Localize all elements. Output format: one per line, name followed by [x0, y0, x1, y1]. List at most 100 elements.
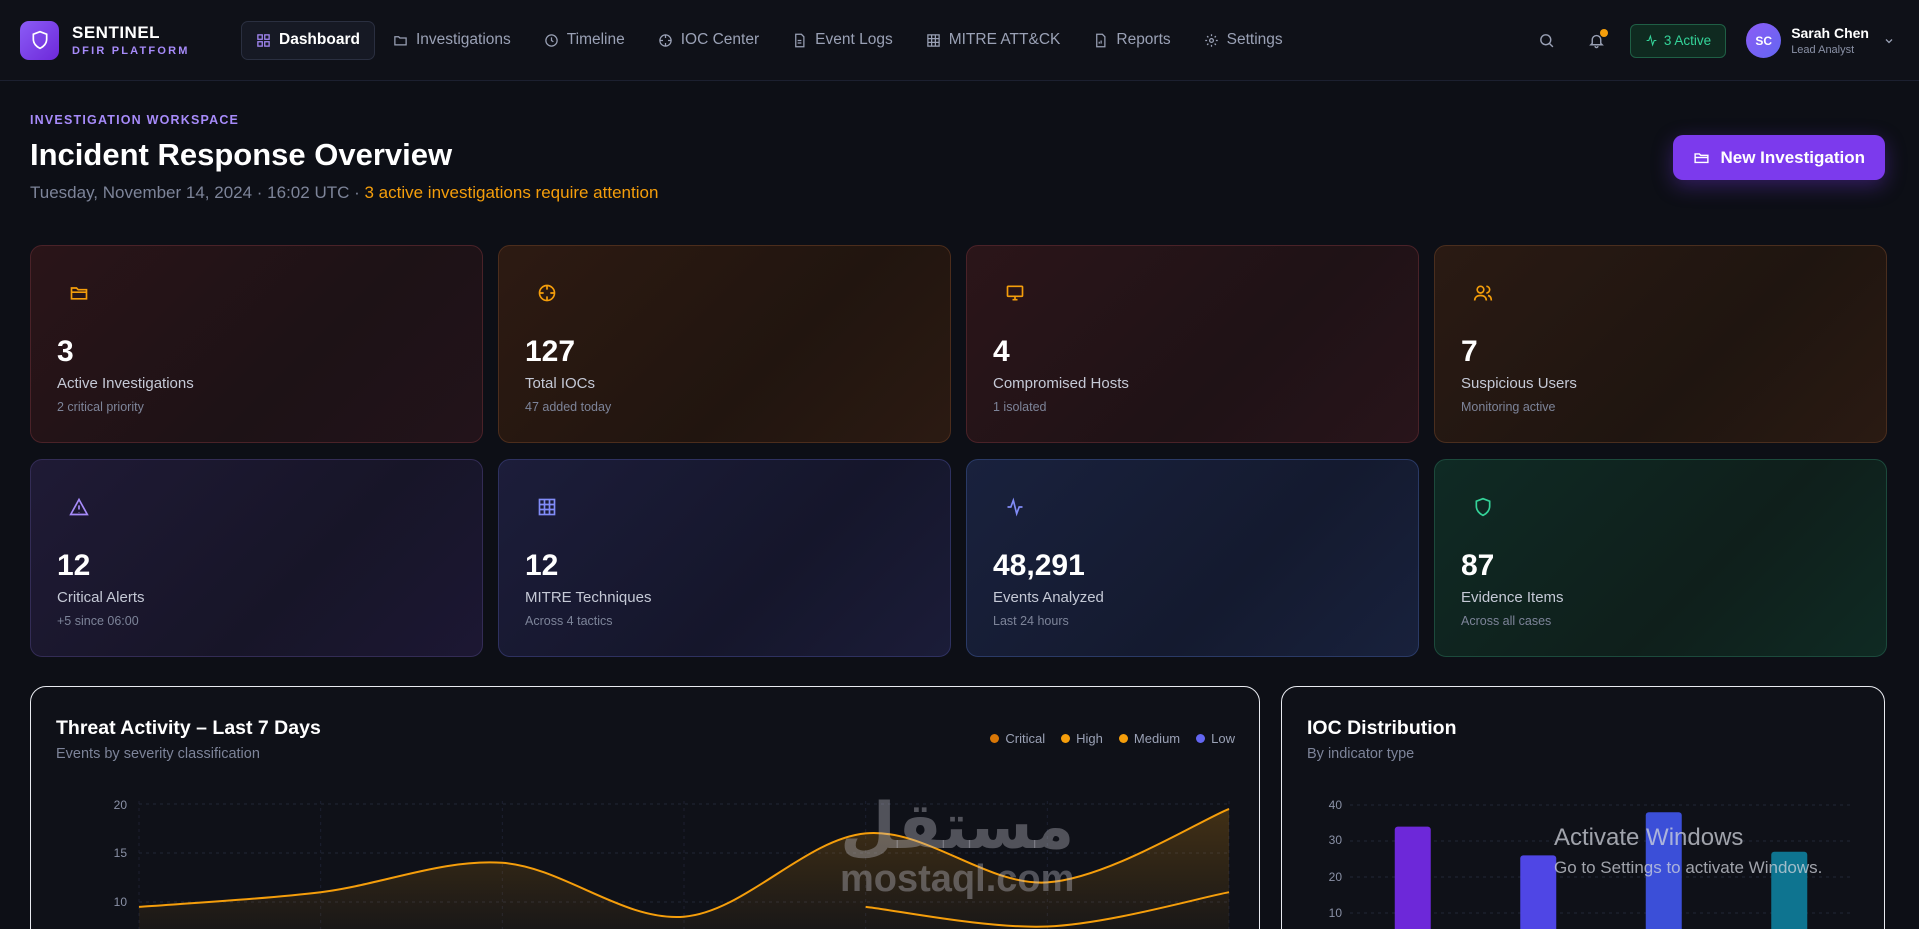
gear-icon	[1204, 33, 1218, 47]
nav-label: Dashboard	[279, 31, 360, 48]
shield-icon	[20, 20, 59, 60]
activation-title: Activate Windows	[1554, 824, 1744, 851]
stat-card-evidence-items[interactable]: 87 Evidence Items Across all cases	[1434, 459, 1887, 657]
shield-icon	[1475, 497, 1491, 517]
document-icon	[795, 33, 805, 47]
user-menu[interactable]: SC Sarah Chen Lead Analyst	[1746, 23, 1895, 58]
activity-icon	[1007, 497, 1023, 517]
y-tick-label: 20	[114, 798, 128, 812]
stat-card-events-analyzed[interactable]: 48,291 Events Analyzed Last 24 hours	[966, 459, 1419, 657]
panel-title: IOC Distribution	[1307, 717, 1457, 739]
y-tick-label: 10	[1329, 906, 1343, 920]
legend-dot	[1196, 734, 1206, 743]
notification-dot	[1599, 28, 1608, 37]
notifications-button[interactable]	[1582, 26, 1612, 56]
series-line-medium	[865, 891, 1230, 928]
stat-sub: Across all cases	[1461, 614, 1552, 628]
search-button[interactable]	[1532, 26, 1562, 56]
nav-label: MITRE ATT&CK	[948, 31, 1061, 48]
new-investigation-button[interactable]: New Investigation	[1673, 135, 1885, 180]
nav-item-investigations[interactable]: Investigations	[378, 21, 526, 60]
nav-label: Timeline	[566, 31, 625, 48]
series-area-high	[139, 808, 1229, 929]
legend-item-high[interactable]: High	[1061, 731, 1103, 746]
panel-subtitle: By indicator type	[1307, 746, 1415, 762]
stat-value: 7	[1461, 335, 1478, 368]
report-icon	[1096, 33, 1106, 47]
nav-item-reports[interactable]: Reports	[1078, 21, 1185, 60]
page-subtitle: Tuesday, November 14, 2024 · 16:02 UTC ·…	[30, 183, 658, 203]
legend-label: High	[1076, 731, 1103, 746]
nav-label: Event Logs	[815, 31, 893, 48]
ioc-distribution-panel: IOC Distribution By indicator type 40 30…	[1281, 686, 1885, 929]
stat-label: Events Analyzed	[993, 589, 1104, 606]
stat-value: 127	[525, 335, 576, 368]
legend-item-medium[interactable]: Medium	[1118, 731, 1181, 746]
monitor-icon	[1006, 285, 1024, 301]
stat-sub: Across 4 tactics	[525, 614, 613, 628]
stat-sub: Last 24 hours	[993, 614, 1069, 628]
stat-card-suspicious-users[interactable]: 7 Suspicious Users Monitoring active	[1434, 245, 1887, 443]
search-icon	[1540, 34, 1554, 48]
stat-sub: 2 critical priority	[57, 400, 144, 414]
stat-value: 12	[525, 549, 559, 582]
legend-item-critical[interactable]: Critical	[990, 731, 1045, 746]
active-count: 3 Active	[1663, 33, 1712, 48]
stat-card-compromised-hosts[interactable]: 4 Compromised Hosts 1 isolated	[966, 245, 1419, 443]
stat-value: 48,291	[993, 549, 1085, 582]
legend-label: Critical	[1005, 731, 1046, 746]
clock-icon	[545, 33, 558, 47]
grid-icon	[538, 498, 556, 516]
new-investigation-label: New Investigation	[1720, 147, 1865, 167]
alert-text[interactable]: 3 active investigations require attentio…	[364, 183, 659, 202]
stat-label: Suspicious Users	[1461, 375, 1577, 392]
stat-value: 3	[57, 335, 74, 368]
nav-item-settings[interactable]: Settings	[1189, 21, 1298, 60]
ioc-distribution-chart: 40 30 20 10	[1329, 798, 1852, 929]
stat-card-total-iocs[interactable]: 127 Total IOCs 47 added today	[498, 245, 951, 443]
legend-dot	[990, 734, 1000, 743]
crosshair-icon	[538, 284, 556, 302]
stat-label: Compromised Hosts	[993, 375, 1129, 392]
brand[interactable]: SENTINEL DFIR PLATFORM	[20, 20, 220, 60]
bar	[1520, 855, 1557, 929]
stat-value: 87	[1461, 549, 1495, 582]
bell-icon	[1589, 34, 1605, 49]
stat-card-mitre-techniques[interactable]: 12 MITRE Techniques Across 4 tactics	[498, 459, 951, 657]
brand-name: SENTINEL	[72, 23, 161, 42]
threat-activity-panel: Threat Activity – Last 7 Days Events by …	[30, 686, 1260, 929]
legend-label: Low	[1211, 731, 1235, 746]
folder-open-icon	[1694, 153, 1710, 164]
legend-item-low[interactable]: Low	[1196, 731, 1235, 746]
grid-icon	[926, 33, 940, 47]
stat-sub: +5 since 06:00	[57, 614, 139, 628]
stat-sub: 1 isolated	[993, 400, 1047, 414]
nav-item-event-logs[interactable]: Event Logs	[777, 21, 908, 60]
stat-card-active-investigations[interactable]: 3 Active Investigations 2 critical prior…	[30, 245, 483, 443]
stat-label: Total IOCs	[525, 375, 596, 392]
activation-body: Go to Settings to activate Windows.	[1554, 858, 1823, 877]
windows-activation-notice: Activate Windows Go to Settings to activ…	[1554, 824, 1822, 878]
nav-label: Reports	[1116, 31, 1171, 48]
main-nav: Dashboard Investigations Timeline IOC Ce…	[241, 20, 1301, 60]
stat-card-critical-alerts[interactable]: 12 Critical Alerts +5 since 06:00	[30, 459, 483, 657]
page-title: Incident Response Overview	[30, 137, 453, 172]
top-navigation-bar: SENTINEL DFIR PLATFORM Dashboard Investi…	[0, 0, 1919, 81]
dashboard-icon	[257, 33, 270, 47]
nav-label: IOC Center	[680, 31, 760, 48]
activity-icon	[1646, 34, 1657, 47]
chart-legend: Critical High Medium Low	[974, 731, 1235, 746]
legend-dot	[1061, 734, 1071, 743]
y-tick-label: 15	[114, 846, 128, 860]
nav-item-timeline[interactable]: Timeline	[529, 21, 640, 60]
legend-label: Medium	[1133, 731, 1181, 746]
users-icon	[1473, 285, 1493, 301]
stat-label: MITRE Techniques	[525, 589, 652, 606]
active-status-badge[interactable]: 3 Active	[1629, 23, 1727, 58]
stat-value: 4	[993, 335, 1010, 368]
nav-item-ioc-center[interactable]: IOC Center	[643, 21, 774, 60]
stat-sub: 47 added today	[525, 400, 612, 414]
nav-item-dashboard[interactable]: Dashboard	[241, 20, 375, 60]
bar	[1771, 851, 1808, 929]
nav-item-mitre[interactable]: MITRE ATT&CK	[911, 21, 1076, 60]
